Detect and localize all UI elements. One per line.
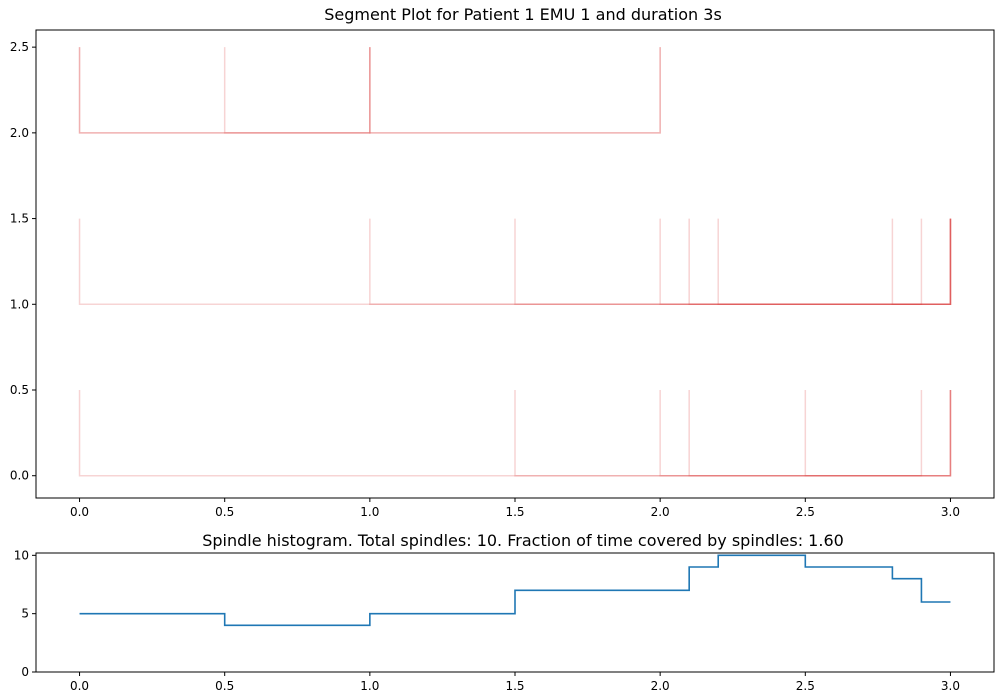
y-tick-label: 1.5 [10, 212, 29, 226]
x-tick-label: 0.0 [70, 505, 89, 519]
spindle-segment [688, 390, 923, 477]
y-tick-label: 0.0 [10, 469, 29, 483]
x-tick-label: 3.0 [941, 505, 960, 519]
x-tick-label: 2.5 [796, 505, 815, 519]
spindle-histogram-title: Spindle histogram. Total spindles: 10. F… [202, 531, 844, 550]
x-tick-label: 3.0 [941, 679, 960, 693]
x-tick-label: 1.0 [360, 505, 379, 519]
spindle-segment [659, 218, 952, 306]
y-tick-label: 0.5 [10, 383, 29, 397]
x-tick-label: 2.0 [651, 505, 670, 519]
spindle-segment [369, 47, 661, 134]
segment-plot-y-axis: 0.0 0.5 1.0 1.5 2.0 2.5 [10, 40, 36, 483]
spindle-histogram: Spindle histogram. Total spindles: 10. F… [14, 531, 995, 693]
spindle-segment [659, 390, 952, 477]
spindle-segment [891, 218, 952, 306]
y-tick-label: 10 [14, 548, 29, 562]
x-tick-label: 2.5 [796, 679, 815, 693]
y-tick-label: 2.0 [10, 126, 29, 140]
spindle-segment [514, 218, 952, 306]
spindle-segment [78, 218, 952, 306]
segment-plot-area [78, 47, 952, 477]
segment-plot: Segment Plot for Patient 1 EMU 1 and dur… [10, 5, 995, 519]
spindle-segment [717, 218, 952, 306]
segment-plot-x-axis: 0.0 0.5 1.0 1.5 2.0 2.5 3.0 [70, 498, 960, 519]
spindle-histogram-area [79, 554, 951, 627]
spindle-histogram-y-axis: 0 5 10 [14, 548, 36, 679]
spindle-segment [804, 390, 952, 477]
spindle-segment [78, 47, 371, 134]
y-tick-label: 1.0 [10, 297, 29, 311]
x-tick-label: 0.5 [215, 505, 234, 519]
x-tick-label: 1.5 [505, 505, 524, 519]
spindle-histogram-x-axis: 0.0 0.5 1.0 1.5 2.0 2.5 3.0 [70, 672, 960, 693]
spindle-segment [514, 390, 952, 477]
x-tick-label: 0.0 [70, 679, 89, 693]
spindle-segment [78, 390, 952, 477]
y-tick-label: 0 [21, 665, 29, 679]
y-tick-label: 5 [21, 607, 29, 621]
x-tick-label: 1.0 [360, 679, 379, 693]
spindle-count-line [79, 554, 951, 627]
spindle-segment [369, 218, 952, 306]
x-tick-label: 2.0 [651, 679, 670, 693]
spindle-segment [78, 47, 661, 134]
y-tick-label: 2.5 [10, 40, 29, 54]
x-tick-label: 0.5 [215, 679, 234, 693]
spindle-segment [688, 218, 923, 306]
spindle-segment [223, 47, 371, 134]
segment-plot-title: Segment Plot for Patient 1 EMU 1 and dur… [324, 5, 722, 24]
x-tick-label: 1.5 [505, 679, 524, 693]
